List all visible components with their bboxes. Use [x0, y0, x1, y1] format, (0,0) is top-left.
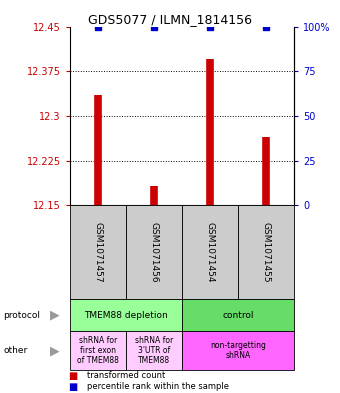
- Text: ■: ■: [68, 382, 77, 392]
- Text: shRNA for
first exon
of TMEM88: shRNA for first exon of TMEM88: [77, 336, 119, 365]
- Text: GSM1071455: GSM1071455: [261, 222, 271, 283]
- Text: non-targetting
shRNA: non-targetting shRNA: [210, 341, 266, 360]
- Text: ▶: ▶: [50, 309, 59, 322]
- Text: control: control: [222, 311, 254, 320]
- Text: transformed count: transformed count: [87, 371, 165, 380]
- Text: GSM1071457: GSM1071457: [93, 222, 102, 283]
- Text: GDS5077 / ILMN_1814156: GDS5077 / ILMN_1814156: [88, 13, 252, 26]
- Text: ■: ■: [68, 371, 77, 381]
- Text: GSM1071454: GSM1071454: [205, 222, 215, 283]
- Text: TMEM88 depletion: TMEM88 depletion: [84, 311, 168, 320]
- Text: percentile rank within the sample: percentile rank within the sample: [87, 382, 229, 391]
- Text: protocol: protocol: [3, 311, 40, 320]
- Text: ▶: ▶: [50, 344, 59, 357]
- Text: other: other: [3, 346, 28, 355]
- Text: GSM1071456: GSM1071456: [149, 222, 158, 283]
- Text: shRNA for
3'UTR of
TMEM88: shRNA for 3'UTR of TMEM88: [135, 336, 173, 365]
